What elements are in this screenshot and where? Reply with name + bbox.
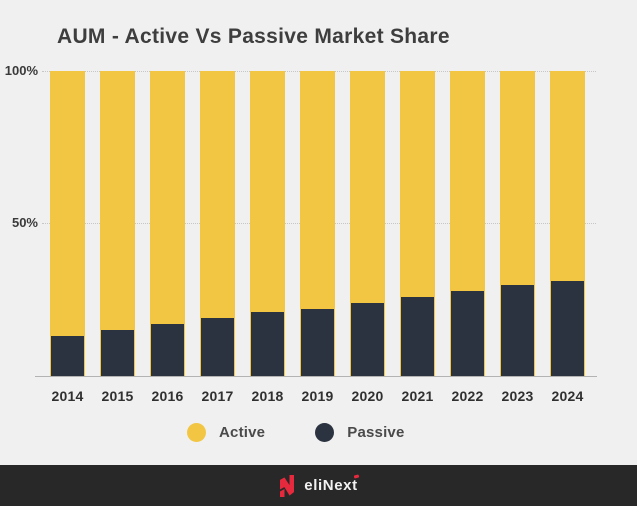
bar-2021-passive-segment — [401, 296, 434, 376]
elinext-logo-icon — [280, 474, 295, 497]
legend: Active Passive — [187, 423, 405, 442]
bar-2020-active-segment — [350, 71, 385, 376]
bar-2023-active-segment — [500, 71, 535, 376]
bar-2016-passive-segment — [151, 324, 184, 376]
bar-2014-passive-segment — [51, 336, 84, 376]
chart-title: AUM - Active Vs Passive Market Share — [57, 25, 450, 48]
x-axis-tick-2024: 2024 — [551, 388, 584, 404]
x-axis-tick-2018: 2018 — [251, 388, 284, 404]
footer: eliNext — [0, 465, 637, 506]
bar-2024-passive-segment — [551, 281, 584, 376]
legend-item-active: Active — [187, 423, 265, 442]
logo-red-accent-icon — [353, 474, 359, 479]
x-axis-tick-2017: 2017 — [201, 388, 234, 404]
passive-legend-dot-icon — [315, 423, 335, 442]
legend-label-active: Active — [219, 424, 266, 441]
x-axis-tick-2016: 2016 — [151, 388, 184, 404]
active-legend-dot-icon — [187, 423, 206, 442]
bar-2018-passive-segment — [251, 311, 284, 376]
bar-2017-active-segment — [200, 71, 235, 376]
bar-2019-active-segment — [300, 71, 335, 376]
bar-2020-passive-segment — [351, 302, 384, 376]
x-axis-tick-2014: 2014 — [51, 388, 84, 404]
bar-2014-active-segment — [50, 71, 85, 376]
bar-2021-active-segment — [400, 71, 435, 376]
elinext-wordmark-text: eliNext — [304, 477, 358, 494]
elinext-wordmark: eliNext — [304, 474, 359, 494]
bar-2023-passive-segment — [501, 284, 534, 376]
x-axis-tick-2015: 2015 — [101, 388, 134, 404]
bar-2019-passive-segment — [301, 308, 334, 376]
bar-2024-active-segment — [550, 71, 585, 376]
x-axis-tick-2019: 2019 — [301, 388, 334, 404]
bar-2022-passive-segment — [451, 290, 484, 376]
legend-item-passive: Passive — [315, 423, 404, 442]
bar-2015-active-segment — [100, 71, 135, 376]
x-axis-tick-2021: 2021 — [401, 388, 434, 404]
x-axis-tick-2023: 2023 — [501, 388, 534, 404]
bar-2022-active-segment — [450, 71, 485, 376]
x-axis-tick-2020: 2020 — [351, 388, 384, 404]
bar-2017-passive-segment — [201, 318, 234, 376]
bar-2016-active-segment — [150, 71, 185, 376]
y-axis-tick-100: 100% — [4, 63, 38, 78]
y-axis-tick-50: 50% — [11, 215, 38, 230]
bar-2018-active-segment — [250, 71, 285, 376]
x-axis-line — [35, 376, 597, 377]
x-axis-tick-2022: 2022 — [451, 388, 484, 404]
legend-label-passive: Passive — [347, 424, 405, 441]
elinext-logo: eliNext — [279, 474, 359, 497]
bar-2015-passive-segment — [101, 330, 134, 376]
